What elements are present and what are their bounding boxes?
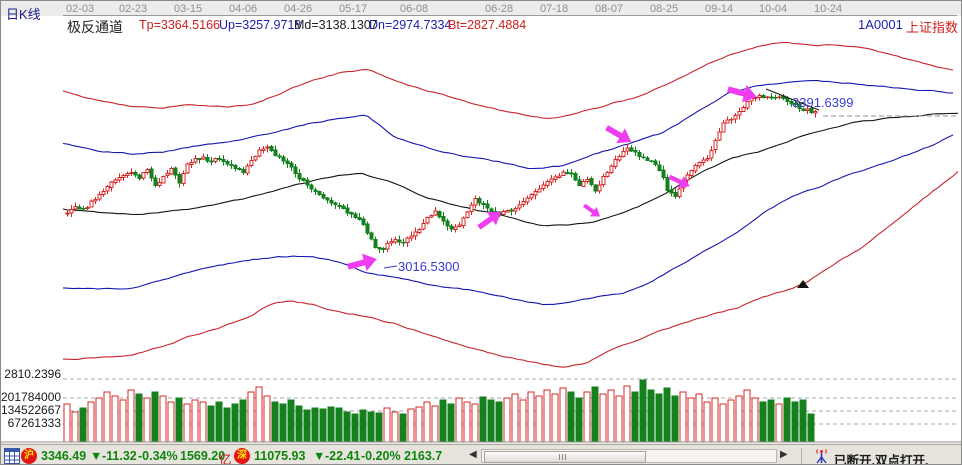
scroll-right-arrow[interactable]: ▶ [780,449,788,460]
statusbar-divider [801,448,802,464]
shenzhen-market-badge[interactable]: 深 [234,448,250,464]
down-arrow-icon: ▼ [313,449,326,463]
symbol-code: 1A0001 [858,17,903,32]
date-label: 06-08 [400,3,429,15]
volume-bars [63,379,815,443]
indicator-value: Dn=2974.7334 [369,18,452,32]
down-arrow-icon: ▼ [90,449,103,463]
horizontal-scrollbar[interactable] [481,449,777,463]
date-label: 07-18 [540,3,569,15]
date-label: 06-28 [485,3,514,15]
date-label: 08-25 [650,3,679,15]
channel-lines [62,41,959,368]
scrollbar-thumb[interactable] [484,451,646,463]
indicator-value: Md=3138.1307 [294,18,378,32]
shanghai-amount: 1569.20 [180,449,226,463]
indicator-value: Up=3257.9718 [219,18,302,32]
scroll-left-arrow[interactable]: ◀ [469,449,477,460]
amount-unit: 亿 [219,453,232,465]
connection-antenna-icon [816,449,827,464]
symbol-name: 上证指数 [906,20,959,35]
chart-annotations [1,84,961,443]
date-label: 04-26 [284,3,313,15]
date-label: 03-15 [174,3,203,15]
shanghai-market-badge[interactable]: 沪 [21,448,37,464]
date-label: 10-24 [814,3,843,15]
connection-status-text[interactable]: 已断开,双点打开. [834,454,929,465]
date-label: 02-23 [119,3,148,15]
scrollbar-grip [559,454,560,460]
date-axis-bar: 02-03 02-23 03-15 04-06 04-26 05-17 06-08 06-28… [1,1,961,16]
shenzhen-amount: 2163.7 [404,449,443,463]
date-label: 10-04 [759,3,788,15]
shenzhen-index-value: 11075.93 [254,449,306,463]
shanghai-index-value: 3346.49 [41,449,87,463]
date-label: 04-06 [229,3,258,15]
candlesticks [65,92,818,254]
date-label: 05-17 [339,3,368,15]
status-bar: 沪 3346.49 ▼ -11.32 -0.34% 1569.20 亿 深 11… [1,444,961,465]
shanghai-percent: -0.34% [138,449,178,463]
date-label: 09-14 [705,3,734,15]
shenzhen-change: -22.41 [325,449,361,463]
volume-scale-label-2: 134522667 [1,403,62,417]
indicator-name: 极反通道 [67,19,123,35]
shanghai-change: -11.32 [102,449,137,463]
period-label: 日K线 [6,7,41,22]
indicator-value: Tp=3364.5166 [139,18,220,32]
low-price-annotation: 3016.5300 [398,259,460,274]
quote-table-icon[interactable] [4,448,20,464]
shenzhen-percent: -0.20% [361,449,401,463]
volume-scale-label-1: 201784000 [1,390,62,404]
date-label: 08-07 [595,3,624,15]
price-scale-label: 2810.2396 [4,367,61,381]
indicator-value: Bt=2827.4884 [448,18,527,32]
indicator-row: 极反通道 Tp=3364.5166 Up=3257.9718 Md=3138.130… [1,18,961,35]
axis-divider-line [63,15,957,16]
last-price-annotation: 3391.6399 [792,95,854,110]
date-label: 02-03 [66,3,95,15]
volume-scale-label-3: 67261333 [7,416,61,430]
